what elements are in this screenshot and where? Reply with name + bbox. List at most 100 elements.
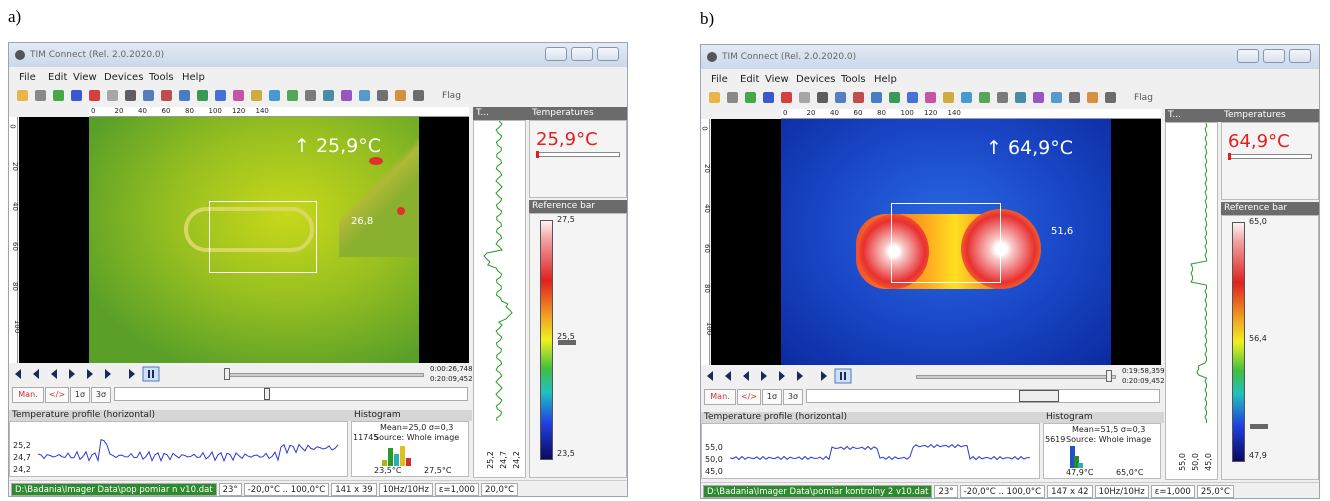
max-temperature-overlay: ↑ 64,9°C [986,139,1073,158]
toolbar-button[interactable] [961,92,972,103]
toolbar-button[interactable] [71,90,82,101]
title-bar: TIM Connect (Rel. 2.0.2020.0) [9,43,627,67]
close-button[interactable] [597,47,619,61]
mode-button[interactable]: 3σ [783,389,803,405]
ruler-top-label: 60 [162,108,171,115]
toolbar-button[interactable] [269,90,280,101]
toolbar-button[interactable] [727,92,738,103]
minimize-button[interactable] [545,47,567,61]
window-title: TIM Connect (Rel. 2.0.2020.0) [722,53,856,62]
minimize-button[interactable] [1237,49,1259,63]
menu-item[interactable]: File [19,73,36,83]
toolbar-button[interactable] [395,90,406,101]
profile-v-label: 24,7 [500,451,508,469]
flag-button[interactable]: Flag [1134,94,1153,103]
toolbar-button[interactable] [943,92,954,103]
histogram-count: 5619 [1045,436,1065,444]
range-thumb[interactable] [1019,390,1059,402]
toolbar-button[interactable] [907,92,918,103]
menu-item[interactable]: Tools [149,73,174,83]
toolbar-button[interactable] [341,90,352,101]
menu-item[interactable]: Devices [796,75,835,85]
toolbar-button[interactable] [125,90,136,101]
playback-button [707,371,713,381]
toolbar-button[interactable] [161,90,172,101]
toolbar-button[interactable] [197,90,208,101]
toolbar-button[interactable] [107,90,118,101]
mode-button[interactable]: </> [737,389,761,405]
panel-label: b) [700,10,714,27]
toolbar-button[interactable] [377,90,388,101]
profile-h-label: 55,0 [705,444,723,452]
toolbar-button[interactable] [233,90,244,101]
seek-track [916,375,1116,379]
toolbar-button[interactable] [925,92,936,103]
maximize-button[interactable] [571,47,593,61]
toolbar-button[interactable] [889,92,900,103]
profile-h-header: Temperature profile (horizontal) [701,412,1043,423]
toolbar-button[interactable] [1015,92,1026,103]
toolbar-button[interactable] [1033,92,1044,103]
toolbar-button[interactable] [835,92,846,103]
mode-button[interactable]: 1σ [762,389,782,405]
mode-button[interactable]: Man. [12,387,44,403]
toolbar-button[interactable] [287,90,298,101]
menu-item[interactable]: Help [182,73,205,83]
mode-button[interactable]: 3σ [91,387,111,403]
toolbar-button[interactable] [997,92,1008,103]
toolbar-button[interactable] [215,90,226,101]
toolbar-button[interactable] [179,90,190,101]
toolbar-button[interactable] [413,90,424,101]
menu-item[interactable]: File [711,75,728,85]
toolbar-button[interactable] [17,90,28,101]
toolbar-button[interactable] [323,90,334,101]
toolbar-button[interactable] [1069,92,1080,103]
menu-item[interactable]: Edit [48,73,67,83]
mode-button[interactable]: Man. [704,389,736,405]
toolbar-button[interactable] [853,92,864,103]
playback-controls [13,366,213,382]
toolbar-button[interactable] [709,92,720,103]
seek-thumb[interactable] [224,368,230,380]
mode-button[interactable]: 1σ [70,387,90,403]
status-field: D:\Badania\Imager Data\pomiar kontrolny … [703,485,932,498]
toolbar-button[interactable] [745,92,756,103]
mode-button[interactable]: </> [45,387,69,403]
temperatures-header: Temperatures [529,107,628,120]
maximize-button[interactable] [1263,49,1285,63]
toolbar-button[interactable] [89,90,100,101]
menu-item[interactable]: Tools [841,75,866,85]
playback-button [725,371,731,381]
pause-button [143,367,159,381]
toolbar-button[interactable] [143,90,154,101]
range-thumb[interactable] [264,388,270,400]
toolbar-button[interactable] [251,90,262,101]
status-field: 25,0°C [1197,485,1234,498]
flag-button[interactable]: Flag [442,92,461,101]
toolbar-button[interactable] [1087,92,1098,103]
profile-h-panel: 25,224,724,2 [9,421,348,477]
toolbar-button[interactable] [817,92,828,103]
menu-item[interactable]: Devices [104,73,143,83]
toolbar-button[interactable] [1051,92,1062,103]
toolbar-button[interactable] [359,90,370,101]
toolbar-button[interactable] [763,92,774,103]
close-button[interactable] [1289,49,1311,63]
seek-thumb[interactable] [1106,370,1112,382]
menu-item[interactable]: Help [874,75,897,85]
toolbar-button[interactable] [305,90,316,101]
toolbar-button[interactable] [979,92,990,103]
menu-item[interactable]: Edit [740,75,759,85]
toolbar-button[interactable] [35,90,46,101]
menu-item[interactable]: View [73,73,97,83]
toolbar-button[interactable] [1105,92,1116,103]
toolbar-button[interactable] [781,92,792,103]
status-field: 23° [934,485,957,498]
toolbar-button[interactable] [53,90,64,101]
app-window: TIM Connect (Rel. 2.0.2020.0) File Edit Vie… [700,44,1320,499]
reference-label: 47,9 [1249,452,1267,460]
toolbar-button[interactable] [799,92,810,103]
toolbar-button[interactable] [871,92,882,103]
ruler-top-label: 20 [807,110,816,117]
menu-item[interactable]: View [765,75,789,85]
